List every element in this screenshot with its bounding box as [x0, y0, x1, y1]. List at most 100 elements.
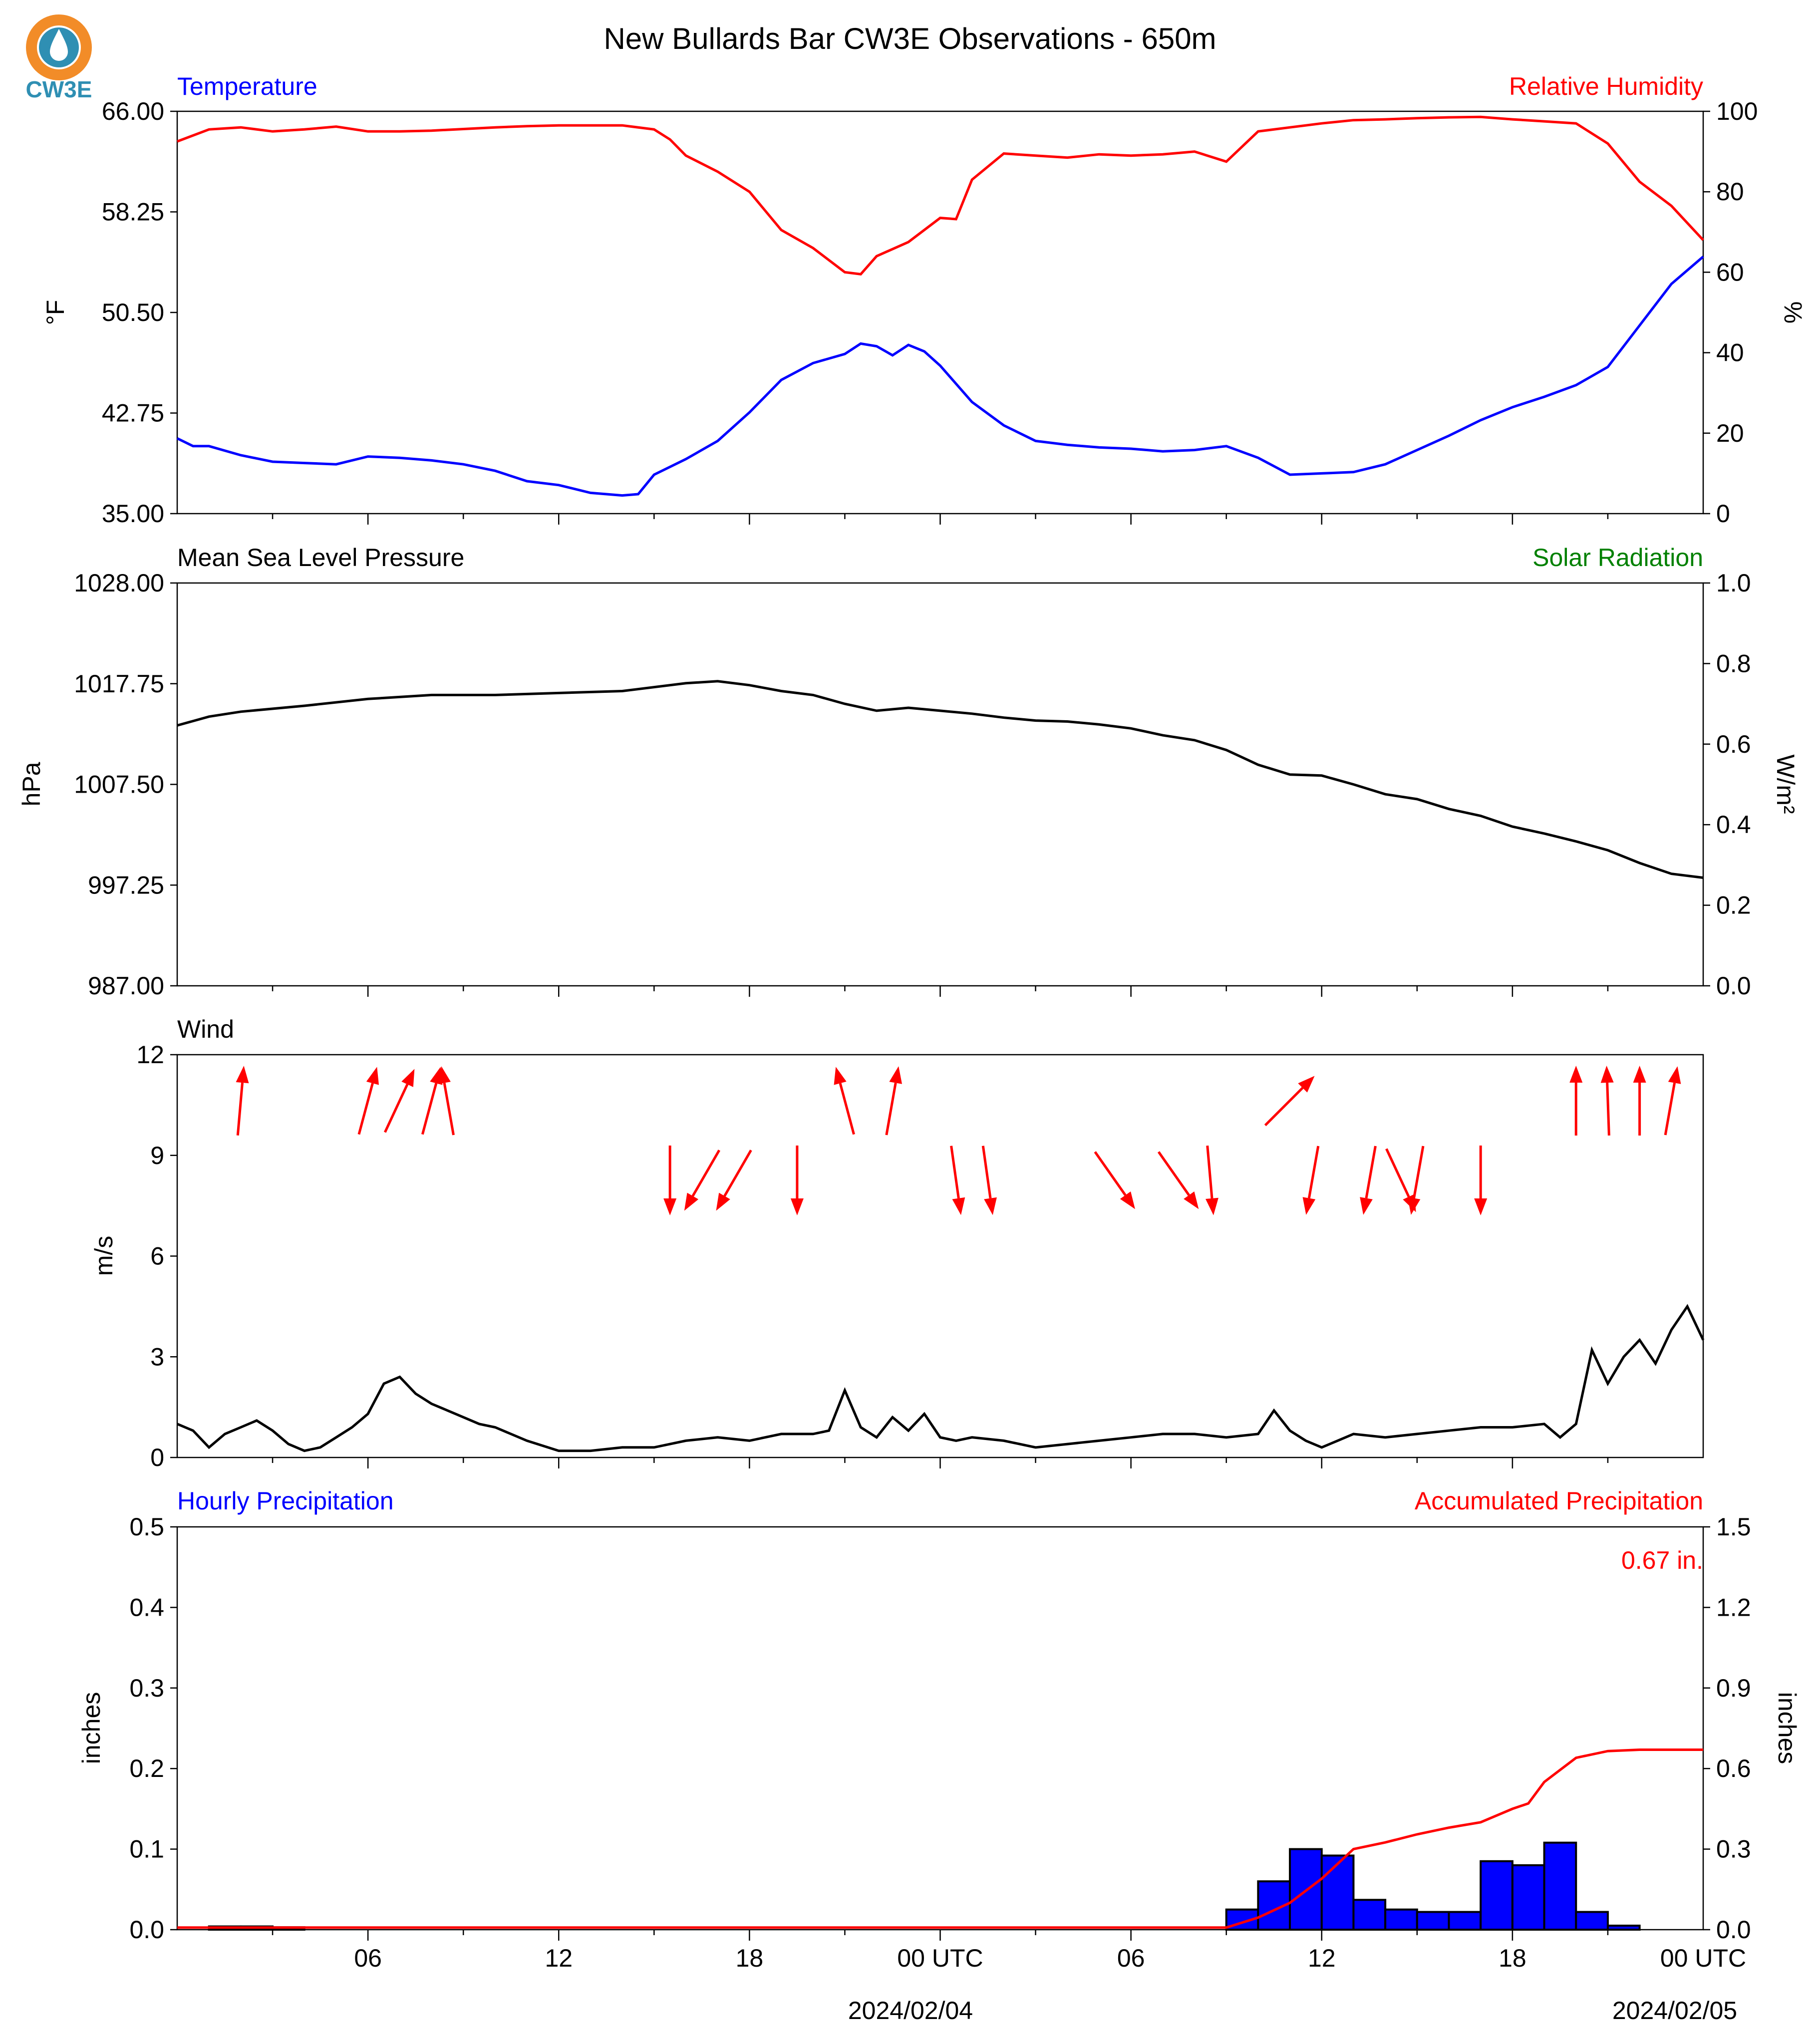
x-tick-label: 12	[545, 1944, 573, 1972]
right-tick-label: 80	[1716, 178, 1744, 206]
pressure-title: Mean Sea Level Pressure	[177, 544, 464, 572]
wind-arrow-icon	[1264, 1076, 1315, 1127]
pressure-axis-label: hPa	[17, 762, 45, 806]
water-drop-logo-icon	[26, 14, 92, 80]
pressure-line	[177, 680, 1704, 879]
accum-precip-title: Accumulated Precipitation	[1415, 1487, 1703, 1515]
pressure-plot-area	[176, 582, 1704, 987]
wind-arrow-icon	[981, 1146, 997, 1215]
precip-bar	[1352, 1899, 1387, 1931]
wind-arrow-icon	[438, 1066, 455, 1136]
date-label-1: 2024/02/04	[848, 1997, 973, 2025]
left-tick-label: 50.50	[102, 298, 164, 326]
pressure-panel: Mean Sea Level Pressure Solar Radiation …	[17, 544, 1800, 1000]
left-tick-label: 0	[150, 1444, 164, 1471]
humidity-right-ticks: 0 20 40 60 80 100	[1703, 97, 1758, 528]
right-tick-label: 0.2	[1716, 891, 1751, 919]
x-tick-label: 00 UTC	[897, 1944, 983, 1972]
logo-text: CW3E	[26, 76, 92, 102]
wind-arrow-icon	[357, 1067, 379, 1135]
humidity-line	[177, 115, 1704, 276]
humidity-axis-label: %	[1779, 301, 1807, 323]
right-tick-label: 0.6	[1716, 1754, 1751, 1782]
chart-title: New Bullards Bar CW3E Observations - 650…	[604, 22, 1216, 55]
precip-bar	[1448, 1911, 1482, 1931]
precip-bar	[1320, 1854, 1355, 1931]
precip-bar	[1511, 1864, 1545, 1931]
solar-right-ticks: 0.0 0.2 0.4 0.6 0.8 1.0	[1703, 569, 1751, 1000]
left-tick-label: 1017.75	[74, 670, 164, 698]
left-tick-label: 0.0	[129, 1916, 164, 1944]
left-tick-label: 9	[150, 1142, 164, 1169]
right-tick-label: 1.0	[1716, 569, 1751, 597]
left-tick-label: 66.00	[102, 97, 164, 125]
wind-arrow-icon	[1569, 1066, 1583, 1136]
left-tick-label: 987.00	[88, 972, 164, 1000]
right-tick-label: 1.2	[1716, 1593, 1751, 1621]
right-tick-label: 0	[1716, 500, 1730, 528]
temperature-plot-area	[176, 110, 1704, 515]
wind-plot-area	[176, 1054, 1704, 1458]
right-tick-label: 60	[1716, 258, 1744, 286]
wind-arrow-icon	[950, 1146, 965, 1215]
temperature-line	[176, 256, 1704, 497]
wind-arrow-icon	[1302, 1146, 1320, 1215]
left-tick-label: 42.75	[102, 399, 164, 427]
left-tick-label: 1007.50	[74, 771, 164, 799]
wind-arrow-icon	[1157, 1151, 1199, 1209]
precipitation-panel: Hourly Precipitation Accumulated Precipi…	[77, 1487, 1801, 2025]
left-tick-label: 0.3	[129, 1674, 164, 1702]
right-tick-label: 0.8	[1716, 649, 1751, 677]
wind-arrow-icon	[1094, 1151, 1135, 1209]
x-tick-label: 00 UTC	[1660, 1944, 1746, 1972]
wind-left-ticks: 0 3 6 9 12	[136, 1041, 177, 1471]
wind-arrow-icon	[236, 1066, 249, 1136]
right-tick-label: 1.5	[1716, 1513, 1751, 1541]
wind-arrow-icon	[1407, 1146, 1425, 1215]
precip-bar	[1416, 1911, 1450, 1931]
pressure-x-ticks	[272, 986, 1609, 997]
x-tick-label: 18	[736, 1944, 764, 1972]
precip-axis-label: inches	[77, 1692, 105, 1764]
precip-plot-area	[176, 1526, 1704, 1931]
wind-arrows	[236, 1066, 1681, 1215]
wind-arrow-icon	[1474, 1146, 1488, 1215]
left-tick-label: 6	[150, 1242, 164, 1270]
left-tick-label: 58.25	[102, 198, 164, 226]
wind-arrow-icon	[1206, 1146, 1218, 1215]
wind-panel: Wind 0 3 6 9 12 m/s	[90, 1015, 1705, 1471]
solar-title: Solar Radiation	[1532, 544, 1703, 572]
precip-bar	[1575, 1911, 1609, 1931]
right-tick-label: 40	[1716, 339, 1744, 367]
cw3e-logo: CW3E	[26, 14, 92, 102]
temperature-x-ticks	[272, 514, 1609, 525]
temperature-axis-label: °F	[41, 300, 69, 325]
right-tick-label: 0.4	[1716, 811, 1751, 839]
temperature-title: Temperature	[177, 72, 317, 100]
left-tick-label: 3	[150, 1343, 164, 1371]
right-tick-label: 0.0	[1716, 972, 1751, 1000]
humidity-title: Relative Humidity	[1509, 72, 1703, 100]
x-tick-label: 06	[1117, 1944, 1145, 1972]
wind-arrow-icon	[790, 1146, 804, 1215]
wind-arrow-icon	[885, 1066, 903, 1136]
left-tick-label: 35.00	[102, 500, 164, 528]
wind-arrow-icon	[1360, 1146, 1377, 1215]
temperature-left-ticks: 35.00 42.75 50.50 58.25 66.00	[102, 97, 177, 528]
x-tick-label: 06	[354, 1944, 382, 1972]
accum-precip-line	[177, 1748, 1703, 1929]
accum-total-annotation: 0.67 in.	[1621, 1546, 1703, 1574]
left-tick-label: 1028.00	[74, 569, 164, 597]
right-tick-label: 100	[1716, 97, 1758, 125]
wind-arrow-icon	[383, 1069, 415, 1133]
date-label-2: 2024/02/05	[1612, 1997, 1737, 2025]
wind-speed-line	[177, 1304, 1705, 1452]
hourly-precip-bars	[208, 1841, 1641, 1931]
precip-right-ticks: 0.0 0.3 0.6 0.9 1.2 1.5	[1703, 1513, 1751, 1944]
hourly-precip-title: Hourly Precipitation	[177, 1487, 394, 1515]
wind-arrow-icon	[1633, 1066, 1646, 1136]
left-tick-label: 0.4	[129, 1593, 164, 1621]
right-tick-label: 20	[1716, 419, 1744, 447]
wind-arrow-icon	[1600, 1066, 1614, 1136]
